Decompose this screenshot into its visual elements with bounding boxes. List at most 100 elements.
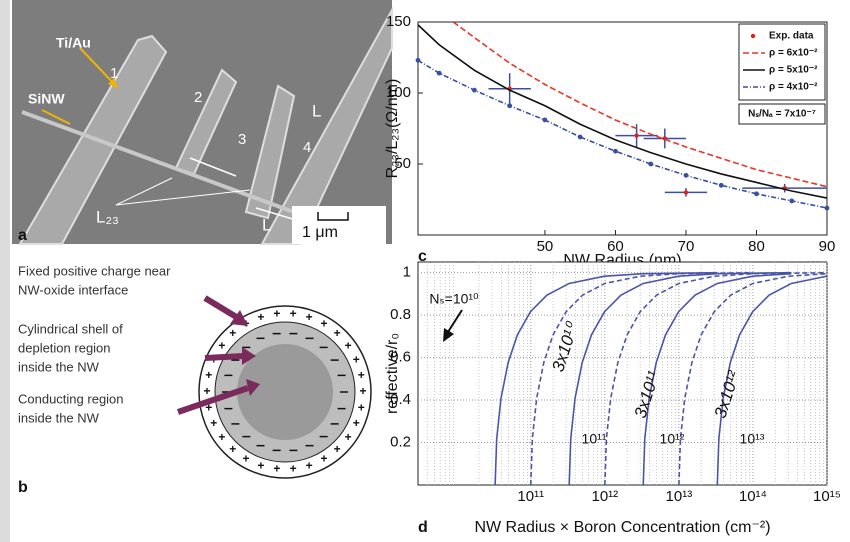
length-label: L xyxy=(312,101,321,120)
curve-label: 10¹³ xyxy=(740,431,765,447)
series-line xyxy=(568,271,792,485)
pointer-arrow xyxy=(204,353,245,361)
plot-area xyxy=(417,261,828,486)
plus-sign: + xyxy=(306,458,313,472)
plus-sign: + xyxy=(218,430,225,444)
annotation-line: Fixed positive charge near xyxy=(18,263,171,278)
plus-sign: + xyxy=(242,452,249,466)
pointer-arrow xyxy=(203,295,240,321)
series-line xyxy=(678,272,827,485)
nanowire xyxy=(21,110,311,220)
electrode-number: 2 xyxy=(194,89,202,106)
x-tick-label: 60 xyxy=(607,238,624,255)
legend-label: Exp. data xyxy=(769,31,814,42)
y-tick-label: 100 xyxy=(386,84,411,101)
plus-sign: + xyxy=(205,400,212,414)
curve-label: 10¹¹ xyxy=(582,431,607,447)
plus-sign: + xyxy=(320,317,327,331)
plus-sign: + xyxy=(334,442,341,456)
plus-sign: + xyxy=(353,352,360,366)
series-line xyxy=(452,22,827,188)
x-tick-label: 10¹¹ xyxy=(517,488,544,505)
plus-sign: + xyxy=(353,416,360,430)
plus-sign: + xyxy=(273,307,280,321)
x-tick-label: 70 xyxy=(678,238,695,255)
pointer-arrow xyxy=(41,109,71,125)
series-line xyxy=(604,271,827,485)
plus-sign: + xyxy=(358,400,365,414)
plus-sign: + xyxy=(229,442,236,456)
plus-sign: + xyxy=(358,368,365,382)
y-tick-label: 150 xyxy=(386,13,411,30)
x-tick-label: 90 xyxy=(819,238,836,255)
data-point xyxy=(634,133,639,138)
series-marker xyxy=(613,148,618,154)
curve-label: 10¹² xyxy=(660,431,685,447)
series-marker xyxy=(542,117,548,123)
annotation-line: NW-oxide interface xyxy=(18,282,128,297)
panel-label: a xyxy=(18,227,27,244)
annotation-line: Cylindrical shell of xyxy=(18,321,123,336)
plus-sign: + xyxy=(257,458,264,472)
series-marker xyxy=(683,172,689,178)
legend-swatch xyxy=(750,33,756,39)
plus-sign: + xyxy=(229,326,236,340)
annotation-line: Conducting region xyxy=(18,391,124,406)
arrow-head xyxy=(242,347,256,365)
data-point xyxy=(683,190,689,195)
electrode xyxy=(244,84,296,220)
pointer-line xyxy=(115,189,251,206)
series-marker xyxy=(754,191,759,197)
plus-sign: + xyxy=(218,338,225,352)
plus-sign: + xyxy=(345,338,352,352)
annotation-line: depletion region xyxy=(18,340,111,355)
arrow-head xyxy=(246,379,260,396)
series-marker xyxy=(718,182,724,188)
series-marker xyxy=(436,70,442,76)
series-line xyxy=(529,271,753,485)
series-marker xyxy=(648,161,654,167)
conducting-core xyxy=(237,344,333,440)
nanowire-label: SiNW xyxy=(28,91,65,107)
y-tick-label: 0.4 xyxy=(390,391,411,408)
plus-sign: + xyxy=(359,384,366,398)
plus-sign: + xyxy=(345,430,352,444)
plus-sign: + xyxy=(290,307,297,321)
y-axis-label: reffective/r₀ xyxy=(384,333,401,414)
y-tick-label: 0.6 xyxy=(390,349,411,366)
annotations: Fixed positive charge near NW-oxide inter… xyxy=(18,263,171,425)
annotation-line: inside the NW xyxy=(18,359,100,374)
series-line xyxy=(494,271,718,485)
series-marker xyxy=(415,57,421,63)
legend-label: ρ = 4x10⁻² xyxy=(769,82,818,93)
annotation-line: inside the NW xyxy=(18,410,100,425)
plus-sign: + xyxy=(306,310,313,324)
length-label: L xyxy=(262,215,271,234)
electrode xyxy=(260,6,393,245)
legend-label: ρ = 5x10⁻² xyxy=(769,65,818,76)
scale-bar-box xyxy=(292,206,386,244)
material-label: Ti/Au xyxy=(56,35,91,51)
y-axis-label: R₂₃/L₂₃(Ω/nm) xyxy=(384,79,401,179)
legend-label: ρ = 6x10⁻² xyxy=(769,48,818,59)
x-tick-label: 10¹⁴ xyxy=(739,488,767,505)
x-tick-label: 80 xyxy=(748,238,765,255)
plus-sign: + xyxy=(205,368,212,382)
series-line xyxy=(716,275,827,485)
left-strip xyxy=(0,0,10,542)
note-box xyxy=(738,103,826,125)
plus-sign: + xyxy=(210,416,217,430)
length-arrow xyxy=(255,207,297,221)
curve-pointer xyxy=(447,309,463,333)
electrode-number: 3 xyxy=(238,131,246,148)
series-marker xyxy=(577,134,583,140)
arrow-head xyxy=(443,328,454,342)
plus-sign: + xyxy=(257,310,264,324)
charts: 50 100 150 50 60 70 80 90 Exp. data ρ = 6x10⁻² ρ =… xyxy=(384,13,841,536)
arrow-head xyxy=(230,310,248,326)
y-tick-label: 1 xyxy=(403,264,411,281)
plus-sign: + xyxy=(273,462,280,476)
surface-charges: ++++++++++++++++++++++++++++++ xyxy=(203,307,366,476)
